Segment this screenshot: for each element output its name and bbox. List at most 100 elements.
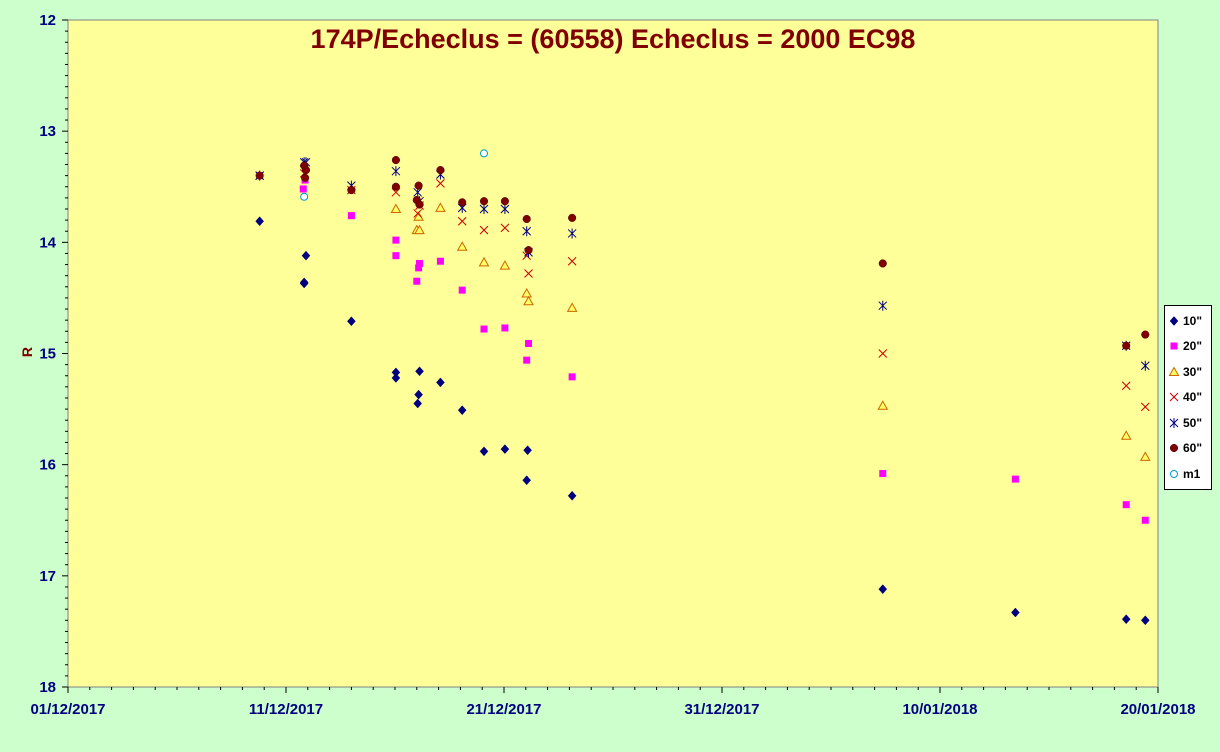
x-tick-label: 11/12/2017 bbox=[249, 701, 323, 718]
x-tick-label: 01/12/2017 bbox=[30, 701, 105, 718]
data-point bbox=[568, 213, 577, 222]
data-point bbox=[521, 287, 533, 298]
data-point bbox=[391, 156, 400, 165]
data-point bbox=[347, 212, 355, 220]
data-point bbox=[479, 225, 489, 235]
data-point bbox=[255, 171, 264, 180]
legend-marker bbox=[1169, 417, 1179, 428]
data-point bbox=[567, 228, 577, 239]
data-point bbox=[299, 185, 307, 193]
data-point bbox=[1141, 516, 1149, 524]
series-2 bbox=[390, 202, 1151, 461]
data-point bbox=[566, 302, 578, 312]
data-point bbox=[522, 214, 531, 224]
y-tick-label: 15 bbox=[39, 346, 56, 363]
legend-item: 60" bbox=[1168, 436, 1211, 462]
data-point bbox=[480, 149, 489, 158]
data-point bbox=[390, 203, 402, 213]
x-tick-label: 20/01/2018 bbox=[1120, 701, 1195, 718]
data-point bbox=[1141, 330, 1150, 339]
y-axis-label: R bbox=[19, 346, 36, 358]
data-point bbox=[1120, 430, 1132, 440]
data-point bbox=[415, 366, 424, 377]
data-point bbox=[523, 356, 531, 364]
data-point bbox=[523, 295, 534, 306]
legend-marker-shape bbox=[1170, 342, 1178, 350]
data-point bbox=[1140, 360, 1150, 371]
series-6 bbox=[300, 149, 489, 201]
legend-label: 20" bbox=[1183, 339, 1203, 354]
data-point bbox=[500, 197, 509, 206]
data-point bbox=[879, 470, 887, 478]
legend-label: 50" bbox=[1183, 415, 1203, 430]
data-point bbox=[524, 246, 533, 255]
data-point bbox=[500, 203, 510, 214]
data-point bbox=[413, 398, 423, 409]
data-point bbox=[524, 269, 533, 278]
data-marks bbox=[255, 149, 1151, 626]
data-point bbox=[522, 226, 532, 237]
data-point bbox=[1139, 451, 1151, 461]
legend-marker bbox=[1169, 392, 1179, 402]
legend-marker-shape bbox=[1169, 444, 1179, 453]
legend-item: m1 bbox=[1168, 461, 1211, 487]
data-point bbox=[436, 166, 445, 175]
data-point bbox=[300, 192, 309, 201]
data-point bbox=[391, 373, 401, 383]
data-point bbox=[415, 264, 423, 272]
data-point bbox=[567, 490, 577, 501]
series-5 bbox=[255, 156, 1150, 350]
data-point bbox=[877, 400, 889, 410]
data-point bbox=[301, 250, 311, 261]
data-point bbox=[878, 584, 888, 595]
data-point bbox=[458, 198, 467, 207]
legend: 10" 20" 30" 40" 50" 60" m1 bbox=[1164, 305, 1212, 490]
legend-item: 40" bbox=[1168, 385, 1211, 411]
data-point bbox=[436, 377, 445, 388]
legend-marker-shape bbox=[1168, 366, 1180, 376]
data-point bbox=[501, 324, 509, 332]
data-point bbox=[415, 200, 424, 209]
data-point bbox=[392, 236, 400, 244]
legend-marker-shape bbox=[1169, 315, 1179, 326]
data-point bbox=[878, 259, 887, 268]
plot-area bbox=[67, 19, 1159, 688]
legend-marker bbox=[1170, 469, 1178, 478]
y-tick-label: 18 bbox=[39, 679, 56, 696]
data-point bbox=[1121, 614, 1131, 625]
legend-label: 40" bbox=[1183, 390, 1203, 405]
legend-marker-shape bbox=[1169, 392, 1179, 402]
data-point bbox=[523, 445, 532, 456]
data-point bbox=[500, 223, 510, 233]
y-tick-label: 12 bbox=[39, 12, 56, 29]
legend-item: 50" bbox=[1168, 410, 1211, 436]
y-tick-label: 16 bbox=[39, 457, 56, 474]
data-point bbox=[457, 405, 467, 416]
data-point bbox=[416, 259, 424, 267]
data-point bbox=[1140, 615, 1150, 626]
data-point bbox=[392, 252, 400, 260]
data-point bbox=[436, 257, 444, 265]
y-tick-label: 13 bbox=[39, 123, 56, 140]
data-point bbox=[525, 339, 533, 347]
legend-item: 30" bbox=[1168, 359, 1211, 385]
data-point bbox=[457, 216, 467, 226]
x-tick-label: 31/12/2017 bbox=[684, 701, 759, 718]
data-point bbox=[456, 241, 468, 251]
data-point bbox=[479, 446, 489, 457]
series-0 bbox=[255, 216, 1150, 626]
legend-marker bbox=[1168, 366, 1180, 376]
data-point bbox=[480, 325, 488, 333]
data-point bbox=[301, 166, 311, 175]
legend-marker bbox=[1169, 444, 1179, 453]
legend-item: 20" bbox=[1168, 334, 1211, 360]
legend-marker-shape bbox=[1169, 417, 1179, 428]
data-point bbox=[347, 186, 356, 195]
data-point bbox=[458, 286, 466, 294]
data-point bbox=[413, 277, 421, 285]
data-point bbox=[414, 389, 423, 400]
legend-label: 10" bbox=[1183, 313, 1203, 328]
data-point bbox=[568, 373, 576, 381]
